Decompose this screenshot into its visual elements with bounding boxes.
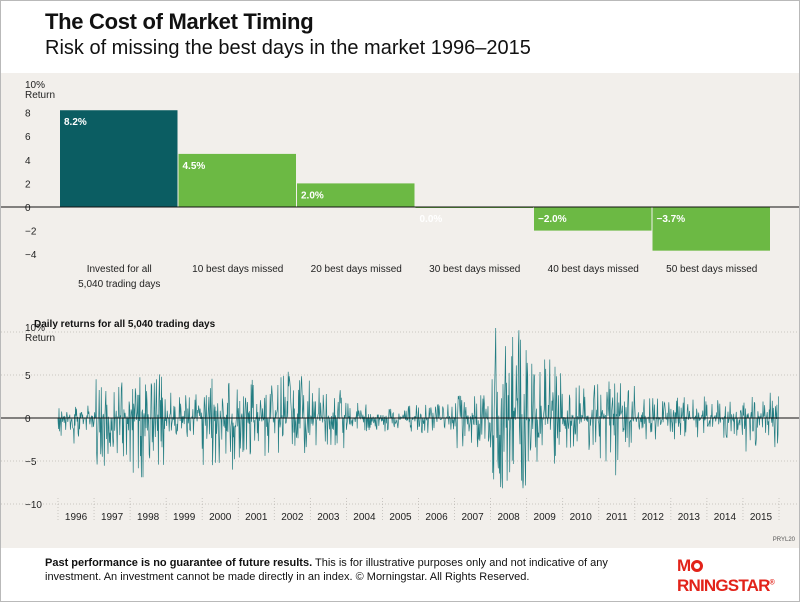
line-ytick-label: −5 [25,457,37,468]
line-ytick-label: 0 [25,414,31,425]
bar-category-label: 10 best days missed [192,264,283,275]
year-label: 2002 [281,512,304,523]
year-label: 2013 [678,512,701,523]
bar-category-label: 20 best days missed [311,264,402,275]
logo-letters-rest: RNINGSTAR [677,576,770,595]
footer: Past performance is no guarantee of futu… [1,548,799,601]
bar-ytick-label: 0 [25,203,31,214]
line-ytick-top: 10% [25,323,45,334]
chart-code: PRYL20 [773,537,796,543]
bar [297,183,415,207]
chart-panel: 10% Return −4 −2 0 2 4 6 8 8.2% Invested for all 5,… [1,73,799,548]
bar-ytick-top: 10% [25,80,45,91]
bar-category-label: 5,040 trading days [78,279,160,290]
logo-letter-m: M [677,556,691,575]
disclaimer: Past performance is no guarantee of futu… [45,556,655,584]
year-label: 2014 [714,512,737,523]
disclaimer-bold: Past performance is no guarantee of futu… [45,557,313,569]
year-label: 2008 [498,512,521,523]
year-label: 2011 [606,512,628,523]
header: The Cost of Market Timing Risk of missin… [1,1,799,73]
year-label: 2001 [245,512,268,523]
year-label: 1998 [137,512,160,523]
page-title: The Cost of Market Timing [45,9,314,34]
bar-ytick-label: 2 [25,179,31,190]
bar-ytick-label: 6 [25,132,31,143]
bar-data-label: 2.0% [301,190,324,201]
bar [534,207,652,231]
bar [60,110,178,207]
bar-ytick-label: −4 [25,250,37,261]
line-chart-title: Daily returns for all 5,040 trading days [34,319,216,330]
line-ylabel: Return [25,333,55,344]
line-ytick-label: −10 [25,500,42,511]
bar-data-label: −2.0% [538,214,567,225]
bar-ytick-label: 8 [25,109,31,120]
year-label: 2015 [750,512,773,523]
year-label: 2009 [534,512,557,523]
bar-ytick-label: 4 [25,156,31,167]
daily-returns-line [57,327,779,489]
bar [652,207,770,251]
bar-category-label: 30 best days missed [429,264,520,275]
bar-data-label: 0.0% [420,214,443,225]
year-label: 2005 [389,512,412,523]
year-label: 2004 [353,512,376,523]
year-label: 1997 [101,512,124,523]
year-label: 2003 [317,512,340,523]
logo-o-icon [691,560,704,572]
bar-data-label: 8.2% [64,117,87,128]
year-label: 2012 [642,512,665,523]
bar-data-label: −3.7% [657,214,686,225]
bar-category-label: 40 best days missed [548,264,639,275]
page-subtitle: Risk of missing the best days in the mar… [45,37,531,59]
bar-category-label: 50 best days missed [666,264,757,275]
logo-registered: ® [769,579,775,587]
year-label: 1999 [173,512,196,523]
year-label: 2007 [461,512,484,523]
disclaimer-text: This is for illustrative purposes only a… [45,557,608,583]
year-label: 1996 [65,512,88,523]
line-ytick-label: 5 [25,371,31,382]
year-label: 2000 [209,512,232,523]
bar-ytick-label: −2 [25,227,37,238]
bar [178,153,296,207]
year-label: 2006 [425,512,448,523]
morningstar-logo: MRNINGSTAR® [677,556,799,596]
year-label: 2010 [570,512,593,523]
bar-data-label: 4.5% [183,161,206,172]
bar-category-label: Invested for all [87,264,152,275]
bar-ylabel: Return [25,90,55,101]
